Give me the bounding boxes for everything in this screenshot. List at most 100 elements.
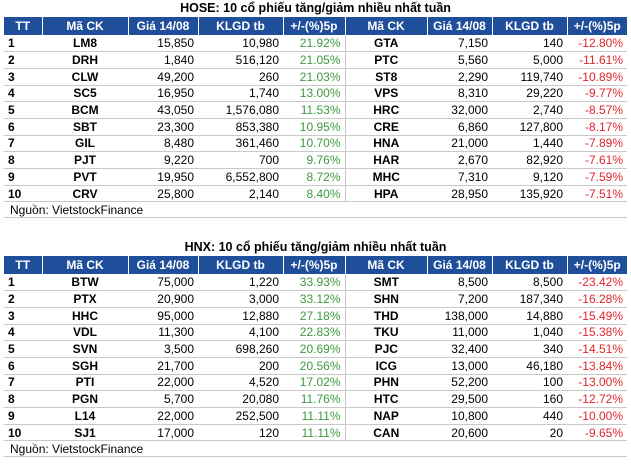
loser-code: PHN <box>345 374 427 392</box>
loser-change: -10.89% <box>567 68 627 86</box>
gainer-change: 10.70% <box>283 135 346 153</box>
loser-code: TKU <box>345 324 427 342</box>
gainer-price: 23,300 <box>128 118 198 136</box>
gainer-volume: 3,000 <box>198 290 283 308</box>
gainer-change: 13.00% <box>283 85 346 103</box>
loser-price: 7,200 <box>427 290 492 308</box>
loser-code: HPA <box>345 185 427 203</box>
gainer-price: 43,050 <box>128 101 198 119</box>
gainer-volume: 1,220 <box>198 274 283 292</box>
loser-change: -9.77% <box>567 85 627 103</box>
loser-volume: 5,000 <box>492 51 567 69</box>
row-number: 9 <box>4 407 42 425</box>
gainer-price: 95,000 <box>128 307 198 325</box>
loser-price: 8,500 <box>427 274 492 292</box>
table-row: 5 SVN 3,500 698,260 20.69% PJC 32,400 340 -14.51… <box>4 340 627 358</box>
loser-volume: 46,180 <box>492 357 567 375</box>
gainer-change: 11.11% <box>283 424 346 442</box>
row-number: 2 <box>4 51 42 69</box>
loser-change: -13.84% <box>567 357 627 375</box>
loser-code: THD <box>345 307 427 325</box>
gainer-volume: 200 <box>198 357 283 375</box>
table-row: 5 BCM 43,050 1,576,080 11.53% HRC 32,000 2,740-… <box>4 101 627 119</box>
gainer-volume: 1,740 <box>198 85 283 103</box>
loser-volume: 9,120 <box>492 168 567 186</box>
gainer-code: BTW <box>42 274 128 292</box>
loser-change: -14.51% <box>567 340 627 358</box>
gainer-change: 21.05% <box>283 51 346 69</box>
gainer-volume: 2,140 <box>198 185 283 203</box>
loser-code: CAN <box>345 424 427 442</box>
row-number: 4 <box>4 85 42 103</box>
gainer-price: 1,840 <box>128 51 198 69</box>
table-row: 2 DRH 1,840 516,120 21.05% PTC 5,560 5,000 -11.6… <box>4 51 627 69</box>
header-klgd: KLGD tb <box>198 17 284 35</box>
header-ma-ck: Mã CK <box>42 256 129 274</box>
loser-change: -15.49% <box>567 307 627 325</box>
loser-code: MHC <box>345 168 427 186</box>
loser-price: 20,600 <box>427 424 492 442</box>
loser-volume: 8,500 <box>492 274 567 292</box>
loser-volume: 119,740 <box>492 68 567 86</box>
gainer-change: 17.02% <box>283 374 346 392</box>
loser-volume: 127,800 <box>492 118 567 136</box>
gainer-price: 21,700 <box>128 357 198 375</box>
gainer-code: PVT <box>42 168 128 186</box>
header-gia: Giá 14/08 <box>427 17 493 35</box>
header-klgd: KLGD tb <box>198 256 284 274</box>
loser-price: 7,310 <box>427 168 492 186</box>
gainer-code: PJT <box>42 151 128 169</box>
loser-volume: 135,920 <box>492 185 567 203</box>
gainer-price: 19,950 <box>128 168 198 186</box>
header-pct: +/-(%)5p <box>567 256 627 274</box>
gainer-price: 16,950 <box>128 85 198 103</box>
gainer-price: 11,300 <box>128 324 198 342</box>
gainer-volume: 10,980 <box>198 35 283 53</box>
header-pct: +/-(%)5p <box>283 256 346 274</box>
loser-code: SMT <box>345 274 427 292</box>
table-row: 1 LM8 15,850 10,980 21.92% GTA 7,150 140 -12.80% <box>4 35 627 53</box>
loser-price: 7,150 <box>427 35 492 53</box>
gainer-price: 49,200 <box>128 68 198 86</box>
hose-section: HOSE: 10 cổ phiếu tăng/giảm nhiều nhất t… <box>4 0 627 219</box>
gainer-price: 75,000 <box>128 274 198 292</box>
gainer-price: 20,900 <box>128 290 198 308</box>
loser-code: HNA <box>345 135 427 153</box>
gainer-change: 11.11% <box>283 407 346 425</box>
gainer-change: 10.95% <box>283 118 346 136</box>
gainer-change: 27.18% <box>283 307 346 325</box>
loser-code: ICG <box>345 357 427 375</box>
loser-volume: 82,920 <box>492 151 567 169</box>
gainer-code: PTI <box>42 374 128 392</box>
gainer-change: 20.69% <box>283 340 346 358</box>
gainer-change: 11.76% <box>283 390 346 408</box>
loser-volume: 140 <box>492 35 567 53</box>
loser-change: -8.57% <box>567 101 627 119</box>
loser-price: 32,400 <box>427 340 492 358</box>
gainer-volume: 120 <box>198 424 283 442</box>
loser-price: 8,310 <box>427 85 492 103</box>
row-number: 7 <box>4 374 42 392</box>
table-row: 4 VDL 11,300 4,100 22.83% TKU 11,000 1,040 -15.3… <box>4 324 627 342</box>
loser-change: -8.17% <box>567 118 627 136</box>
gainer-price: 25,800 <box>128 185 198 203</box>
row-number: 1 <box>4 35 42 53</box>
loser-code: ST8 <box>345 68 427 86</box>
hnx-source: Nguồn: VietstockFinance <box>4 441 627 458</box>
loser-price: 11,000 <box>427 324 492 342</box>
loser-change: -12.72% <box>567 390 627 408</box>
gainer-code: CRV <box>42 185 128 203</box>
row-number: 7 <box>4 135 42 153</box>
gainer-volume: 12,880 <box>198 307 283 325</box>
loser-price: 13,000 <box>427 357 492 375</box>
gainer-price: 5,700 <box>128 390 198 408</box>
hnx-section: HNX: 10 cổ phiếu tăng/giảm nhiều nhất tu… <box>4 239 627 458</box>
header-tt: TT <box>4 17 43 35</box>
gainer-code: SGH <box>42 357 128 375</box>
gainer-change: 21.03% <box>283 68 346 86</box>
header-gia: Giá 14/08 <box>427 256 493 274</box>
table-row: 7 PTI 22,000 4,520 17.02% PHN 52,200 100 -13.00% <box>4 374 627 392</box>
row-number: 2 <box>4 290 42 308</box>
gainer-code: GIL <box>42 135 128 153</box>
gainer-code: VDL <box>42 324 128 342</box>
